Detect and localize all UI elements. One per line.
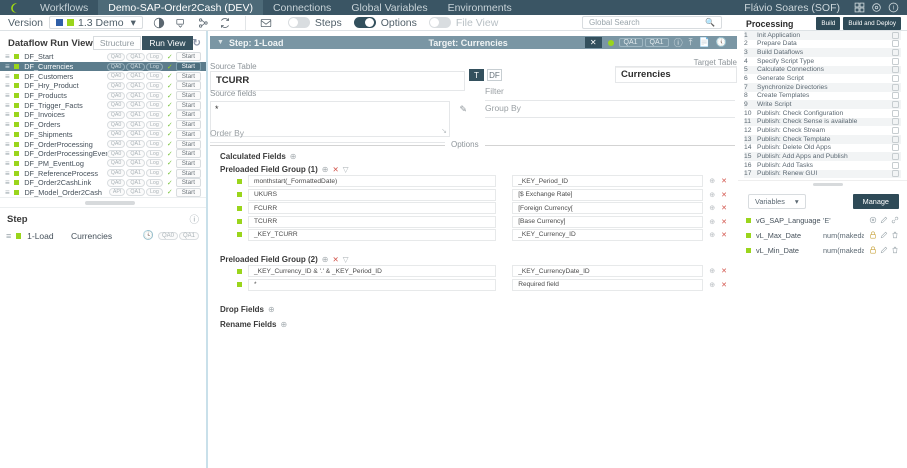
svg-text:i: i: [893, 6, 894, 12]
